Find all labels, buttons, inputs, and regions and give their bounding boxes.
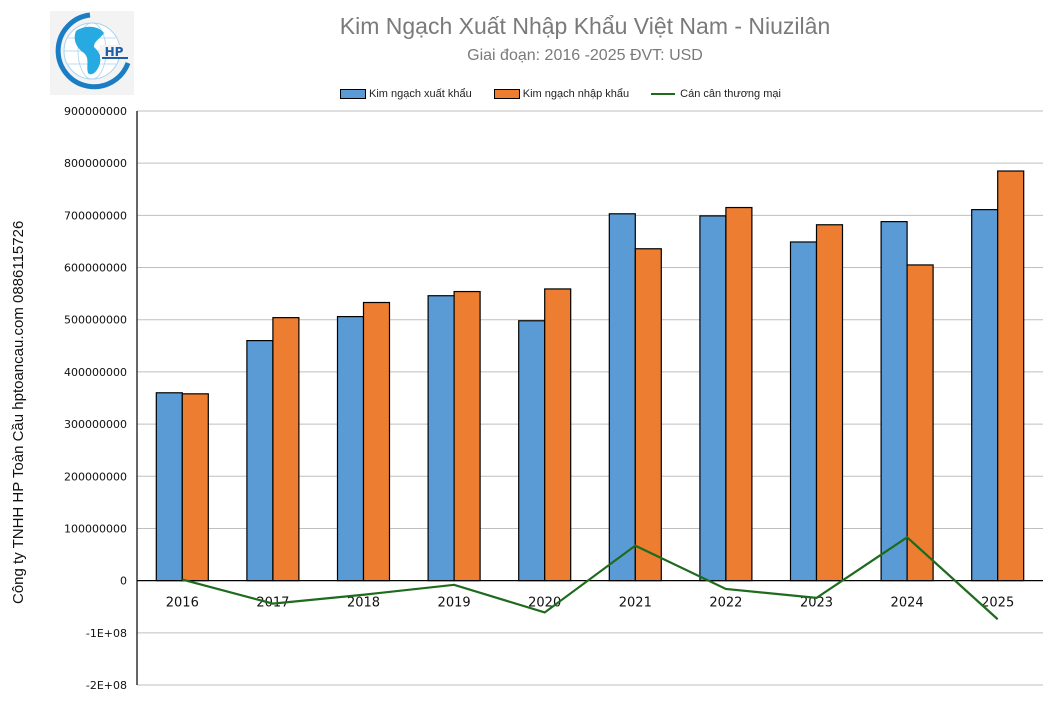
y-tick-label: 500000000 (64, 314, 127, 327)
chart-title: Kim Ngạch Xuất Nhập Khẩu Việt Nam - Niuz… (339, 13, 831, 39)
export-bar (155, 392, 183, 582)
y-tick-label: 300000000 (64, 418, 127, 431)
y-tick-label: 100000000 (64, 522, 127, 535)
x-tick-label: 2016 (166, 596, 199, 611)
x-tick-label: 2025 (981, 596, 1014, 611)
y-tick-label: 700000000 (64, 209, 127, 222)
legend-label-import: Kim ngạch nhập khẩu (522, 88, 630, 100)
legend-item-balance: Cán cân thương mại (651, 88, 781, 100)
legend-item-import: Kim ngạch nhập khẩu (493, 88, 630, 100)
y-tick-label: -1E+08 (86, 627, 127, 640)
import-bar (544, 288, 572, 582)
company-logo: HP (50, 11, 134, 95)
x-tick-label: 2024 (891, 596, 924, 611)
legend-item-export: Kim ngạch xuất khẩu (340, 88, 472, 100)
y-tick-label: -2E+08 (86, 679, 127, 692)
legend-label-balance: Cán cân thương mại (680, 88, 781, 100)
export-bar (971, 209, 999, 582)
export-bar (246, 340, 274, 582)
y-tick-label: 600000000 (64, 262, 127, 275)
import-bar (362, 301, 391, 582)
export-bar (518, 320, 546, 582)
import-bar (997, 170, 1025, 582)
export-bar (789, 241, 818, 582)
import-bar (634, 248, 662, 582)
y-axis-ticks: 900000000 800000000 700000000 600000000 5000… (64, 105, 127, 692)
import-bar (725, 206, 753, 582)
x-tick-label: 2022 (709, 596, 742, 611)
chart-legend: Kim ngạch xuất khẩu Kim ngạch nhập khẩu … (340, 88, 803, 100)
import-bar (906, 264, 934, 582)
import-bar (181, 393, 209, 582)
svg-text:HP: HP (105, 45, 124, 59)
import-bar (815, 224, 844, 582)
y-tick-label: 0 (120, 575, 127, 588)
balance-line-icon (651, 93, 676, 95)
import-bar (453, 290, 481, 582)
x-tick-label: 2023 (800, 596, 833, 611)
x-tick-label: 2019 (438, 596, 471, 611)
chart-subtitle: Giai đoạn: 2016 -2025 ĐVT: USD (467, 47, 703, 64)
x-tick-label: 2021 (619, 596, 652, 611)
export-bar (427, 295, 455, 582)
export-swatch-icon (340, 89, 366, 99)
import-bar (272, 317, 300, 582)
x-tick-label: 2018 (347, 596, 380, 611)
trade-balance-line (182, 535, 999, 621)
export-bar (336, 315, 365, 582)
globe-logo-icon: HP (50, 11, 134, 95)
export-bar (880, 221, 908, 582)
import-swatch-icon (493, 89, 520, 99)
bar-series (155, 170, 1025, 582)
y-tick-label: 200000000 (64, 470, 127, 483)
y-tick-label: 900000000 (64, 105, 127, 118)
export-bar (608, 213, 636, 582)
legend-label-export: Kim ngạch xuất khẩu (369, 88, 472, 100)
export-bar (699, 215, 727, 582)
y-tick-label: 400000000 (64, 366, 127, 379)
x-axis-ticks: 2016 2017 2018 2019 2020 2021 2022 2023 2024 2025 (166, 596, 1014, 611)
y-tick-label: 800000000 (64, 157, 127, 170)
